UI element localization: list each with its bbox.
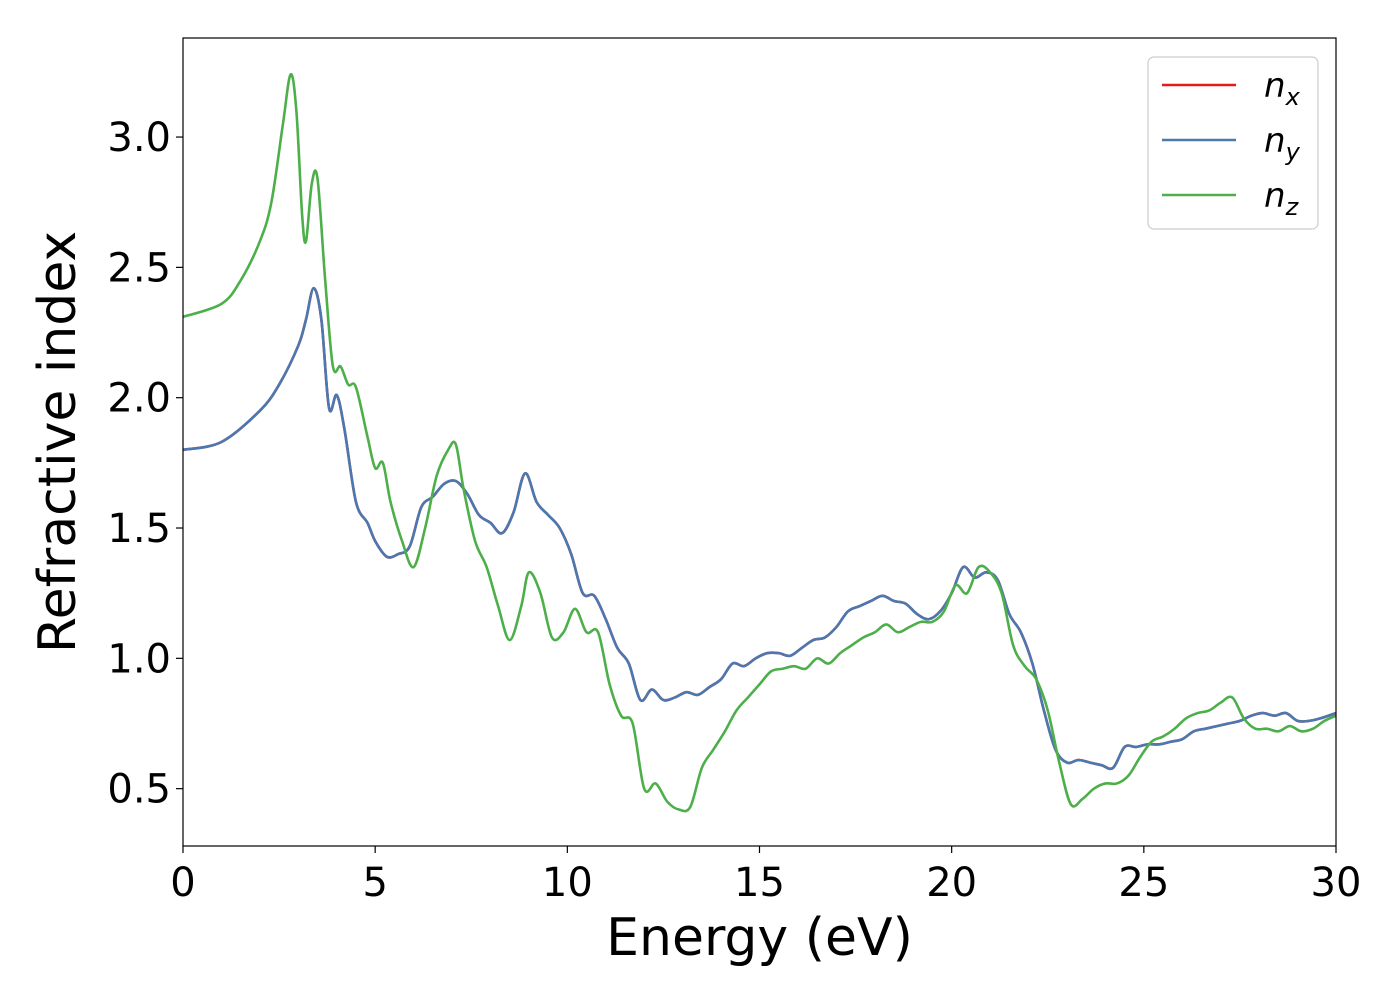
series-layer	[182, 73, 1337, 813]
y-tick-label: 2.5	[107, 245, 171, 291]
plot-frame	[182, 37, 1337, 847]
y-tick-label: 2.0	[107, 376, 171, 422]
y-tick-label: 1.0	[107, 636, 171, 682]
legend-label-base: n	[1264, 176, 1286, 216]
x-tick-label: 5	[362, 860, 387, 906]
y-tick-label: 0.5	[107, 767, 171, 813]
legend-label-z: nz	[1264, 176, 1300, 221]
ticks-layer: 0 5 10 15 20 25 30 0.5 1.0 1.5 2.0 2.5 3.0	[107, 115, 1361, 906]
legend-label-base: n	[1264, 66, 1286, 106]
x-tick-label: 10	[542, 860, 593, 906]
y-tick-label: 1.5	[107, 506, 171, 552]
legend-label-subscript: z	[1285, 193, 1300, 221]
series-line-y	[182, 286, 1337, 771]
series-line-x	[182, 286, 1337, 771]
x-axis-title: Energy (eV)	[606, 908, 913, 968]
y-axis-title: Refractive index	[28, 231, 88, 653]
legend-box	[1147, 56, 1319, 230]
x-tick-label: 20	[926, 860, 977, 906]
x-tick-label: 15	[734, 860, 785, 906]
legend-label-x: nx	[1264, 66, 1301, 111]
x-tick-label: 0	[170, 860, 195, 906]
legend-label-y: ny	[1264, 121, 1301, 166]
series-line-z	[182, 73, 1337, 813]
x-tick-label: 30	[1311, 860, 1362, 906]
legend-label-base: n	[1264, 121, 1286, 161]
legend-label-subscript: y	[1285, 138, 1301, 166]
x-tick-label: 25	[1118, 860, 1169, 906]
y-tick-label: 3.0	[107, 115, 171, 161]
legend-label-subscript: x	[1285, 83, 1301, 111]
